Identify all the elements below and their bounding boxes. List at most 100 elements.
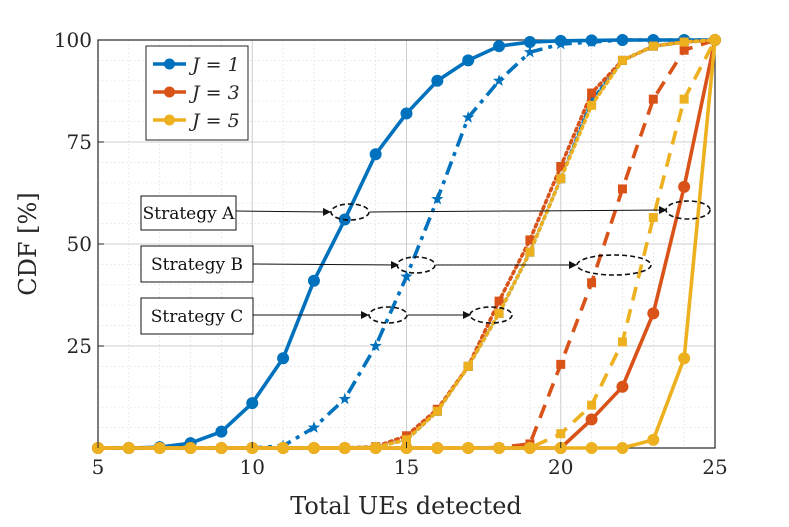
data-point-square (587, 278, 597, 288)
data-point-square (617, 55, 627, 65)
data-point-square (432, 406, 442, 416)
annotation-box (140, 245, 254, 283)
data-point-circle (277, 442, 290, 454)
data-point-star (492, 74, 506, 87)
data-point-square (587, 400, 597, 410)
annotation-ellipse (330, 203, 370, 221)
annotation-strategy-C: Strategy C (140, 297, 513, 335)
data-point-square (556, 429, 566, 439)
data-point-circle (678, 352, 691, 365)
legend-swatch-marker (164, 86, 175, 98)
data-point-square (617, 184, 627, 194)
data-point-circle (523, 36, 536, 49)
data-point-square (648, 41, 658, 51)
data-point-circle (122, 442, 135, 454)
data-point-circle (277, 352, 290, 365)
data-point-circle (215, 442, 228, 454)
data-point-circle (647, 433, 660, 446)
legend-label: J = 5 (188, 110, 240, 132)
annotation-ellipse (576, 254, 652, 276)
y-tick-label: 50 (67, 232, 92, 256)
data-point-square (648, 212, 658, 222)
data-point-circle (462, 54, 475, 67)
data-point-circle (307, 274, 320, 287)
data-point-circle (647, 307, 660, 320)
data-point-star (307, 421, 321, 433)
x-tick-label: 10 (240, 455, 265, 479)
annotation-box (140, 195, 237, 231)
data-point-square (556, 174, 566, 184)
annotation-arrow (235, 207, 331, 216)
data-point-circle (462, 442, 475, 454)
data-point-square (556, 161, 566, 171)
data-point-square (617, 337, 627, 347)
data-point-square (679, 45, 689, 55)
annotation-layer: Strategy A Strategy B Strategy C (140, 195, 711, 335)
x-tick-label: 15 (394, 455, 419, 479)
annotation-arrow (252, 260, 399, 269)
data-point-square (494, 296, 504, 306)
data-point-circle (554, 34, 567, 47)
data-point-circle (493, 442, 506, 454)
data-point-square (494, 308, 504, 318)
data-point-square (679, 94, 689, 104)
data-point-square (587, 100, 597, 110)
data-point-square (525, 235, 535, 245)
annotation-label: Strategy C (151, 307, 244, 327)
data-point-circle (523, 442, 536, 454)
data-point-circle (616, 442, 629, 454)
data-point-circle (307, 442, 320, 454)
data-point-circle (616, 380, 629, 393)
data-point-star (523, 45, 537, 58)
data-point-circle (709, 34, 721, 46)
y-tick-label: 25 (67, 334, 92, 358)
x-axis-label: Total UEs detected (290, 492, 522, 520)
x-tick-label: 5 (92, 455, 105, 479)
data-point-circle (585, 442, 598, 454)
tick-labels: 5 10 15 20 25 25 50 75 100 (54, 28, 728, 479)
data-point-square (525, 247, 535, 257)
data-point-circle (369, 148, 382, 161)
data-point-square (402, 435, 411, 445)
data-point-square (556, 359, 566, 369)
annotation-box (140, 297, 254, 335)
annotation-strategy-B: Strategy B (140, 245, 652, 283)
legend-label: J = 3 (188, 82, 240, 104)
data-point-star (400, 270, 413, 282)
data-point-square (679, 37, 689, 47)
legend-item-J5: J = 5 (153, 110, 240, 132)
x-tick-label: 20 (548, 455, 573, 479)
y-tick-label: 75 (67, 130, 92, 154)
data-point-square (648, 94, 658, 104)
annotation-arrow (369, 206, 667, 215)
data-point-circle (400, 107, 413, 120)
annotation-ellipse (665, 200, 711, 220)
legend-item-J1: J = 1 (153, 54, 240, 76)
data-point-circle (431, 442, 444, 454)
annotation-ellipse (469, 306, 513, 324)
data-point-circle (184, 442, 197, 454)
data-point-star (431, 192, 444, 205)
annotation-ellipse (396, 256, 436, 274)
legend-label: J = 1 (188, 54, 240, 76)
data-point-circle (493, 40, 506, 53)
y-axis-label: CDF [%] (14, 192, 42, 295)
legend-swatch-marker (164, 114, 175, 126)
data-point-circle (616, 34, 629, 46)
annotation-ellipse (368, 306, 408, 324)
data-point-square (587, 88, 597, 98)
data-point-star (462, 111, 475, 123)
data-point-circle (369, 442, 382, 454)
data-point-star (369, 339, 382, 352)
data-point-circle (678, 180, 691, 193)
y-tick-label: 100 (54, 28, 92, 52)
data-point-star (338, 392, 351, 405)
data-point-circle (585, 413, 598, 426)
x-tick-label: 25 (702, 455, 727, 479)
data-point-square (463, 361, 473, 371)
data-point-circle (431, 74, 444, 87)
annotation-strategy-A: Strategy A (140, 195, 711, 231)
annotation-label: Strategy B (151, 255, 243, 275)
legend-item-J3: J = 3 (153, 82, 240, 104)
